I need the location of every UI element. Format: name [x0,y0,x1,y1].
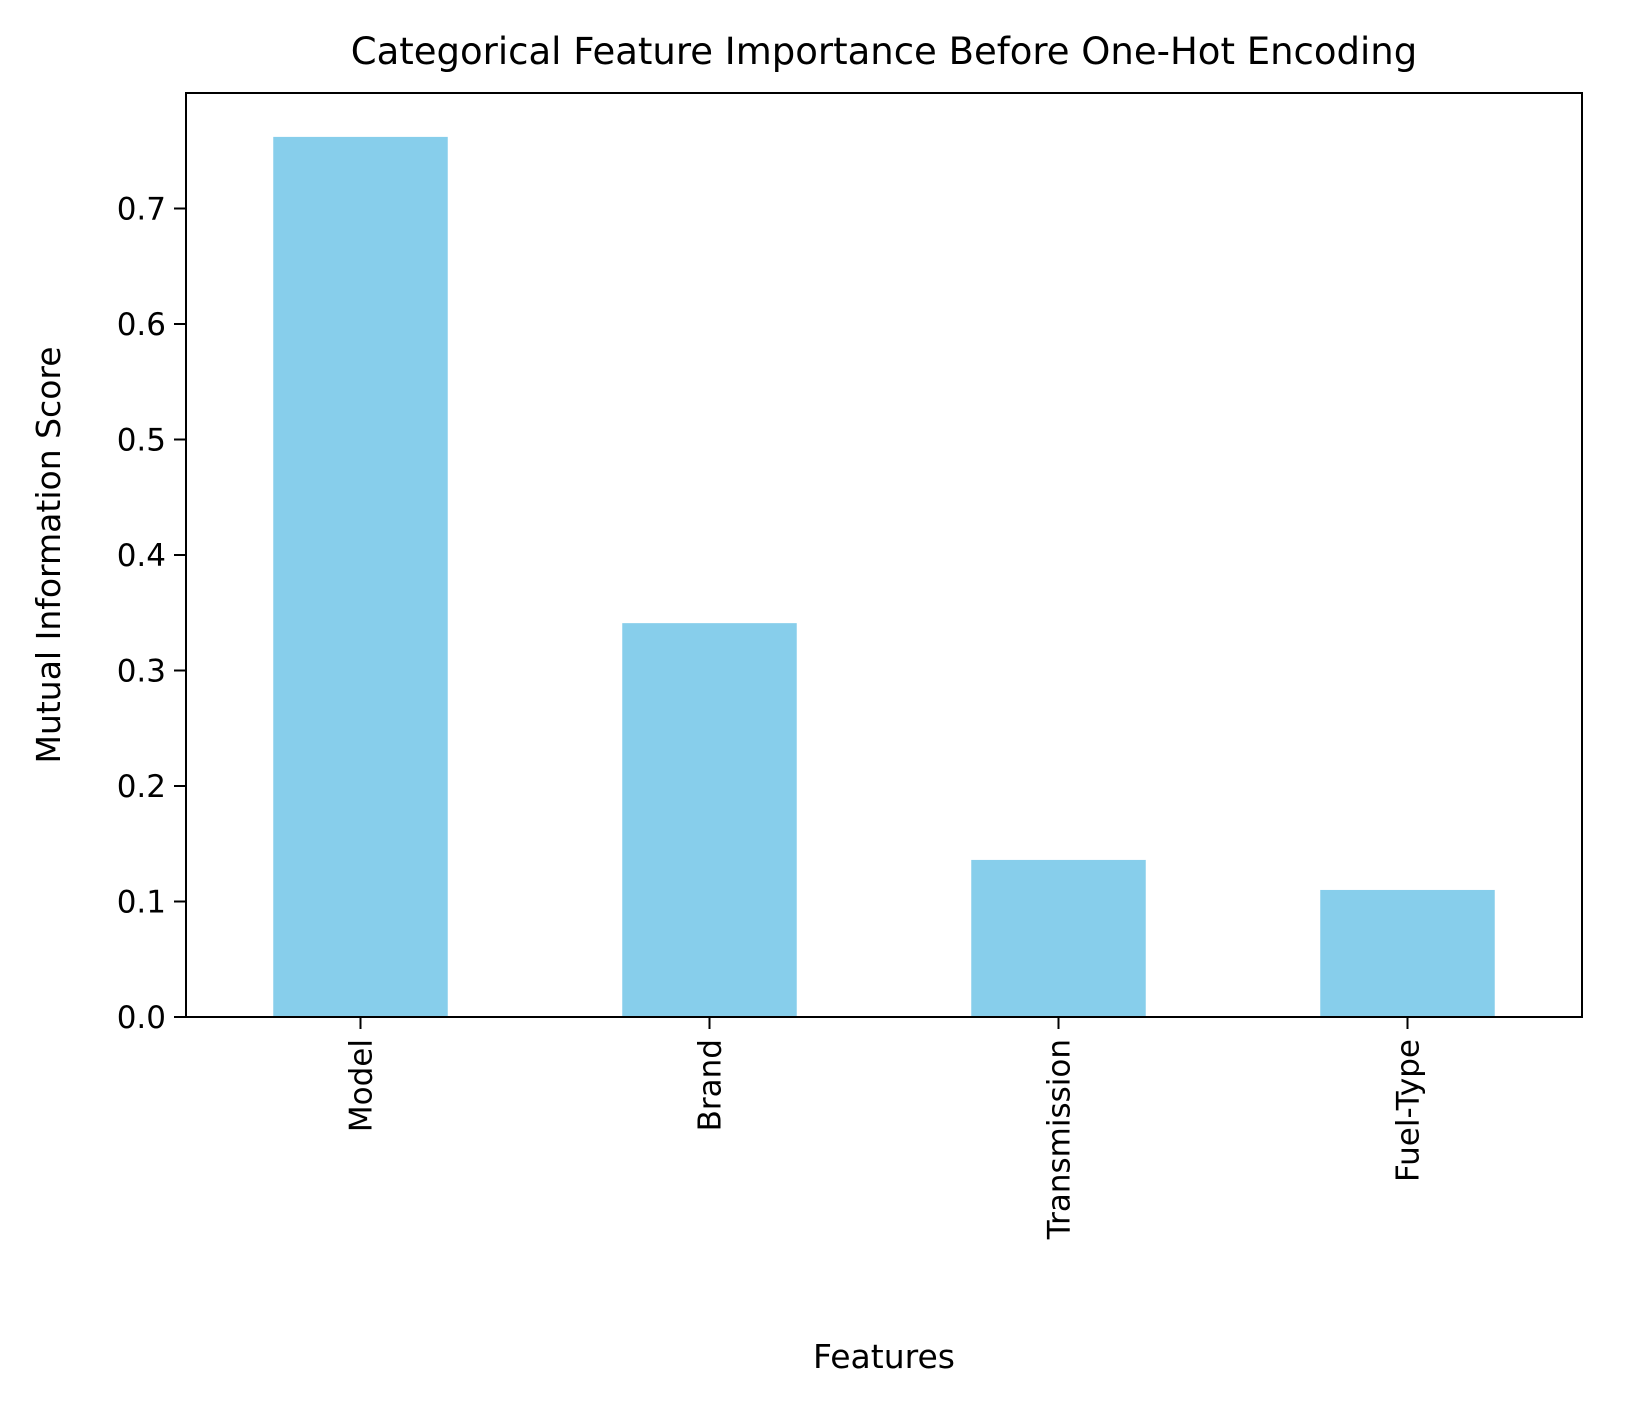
y-tick-label: 0.5 [117,423,166,459]
y-axis-label: Mutual Information Score [29,346,68,763]
y-tick-label: 0.1 [117,885,166,921]
y-tick-label: 0.4 [117,538,166,574]
x-axis-label: Features [813,1337,955,1376]
y-tick-label: 0.3 [117,654,166,690]
x-tick-label: Brand [693,1039,729,1131]
y-tick-label: 0.7 [117,192,166,228]
chart-title: Categorical Feature Importance Before On… [351,30,1417,73]
y-tick-label: 0.0 [117,1000,166,1036]
x-tick-label: Model [344,1039,380,1132]
bar-brand [622,623,797,1017]
bar-transmission [971,859,1146,1017]
x-axis: Model Brand Transmission Fuel-Type [344,1017,1427,1240]
plot-frame [185,92,1583,1018]
y-axis: 0.0 0.1 0.2 0.3 0.4 0.5 0.6 0.7 [117,192,186,1036]
y-tick-label: 0.6 [117,307,166,343]
bar-model [273,136,448,1017]
bars-group [273,136,1495,1017]
x-tick-label: Transmission [1042,1039,1078,1240]
bar-fuel-type [1320,889,1495,1017]
x-tick-label: Fuel-Type [1391,1039,1427,1182]
y-tick-label: 0.2 [117,769,166,805]
